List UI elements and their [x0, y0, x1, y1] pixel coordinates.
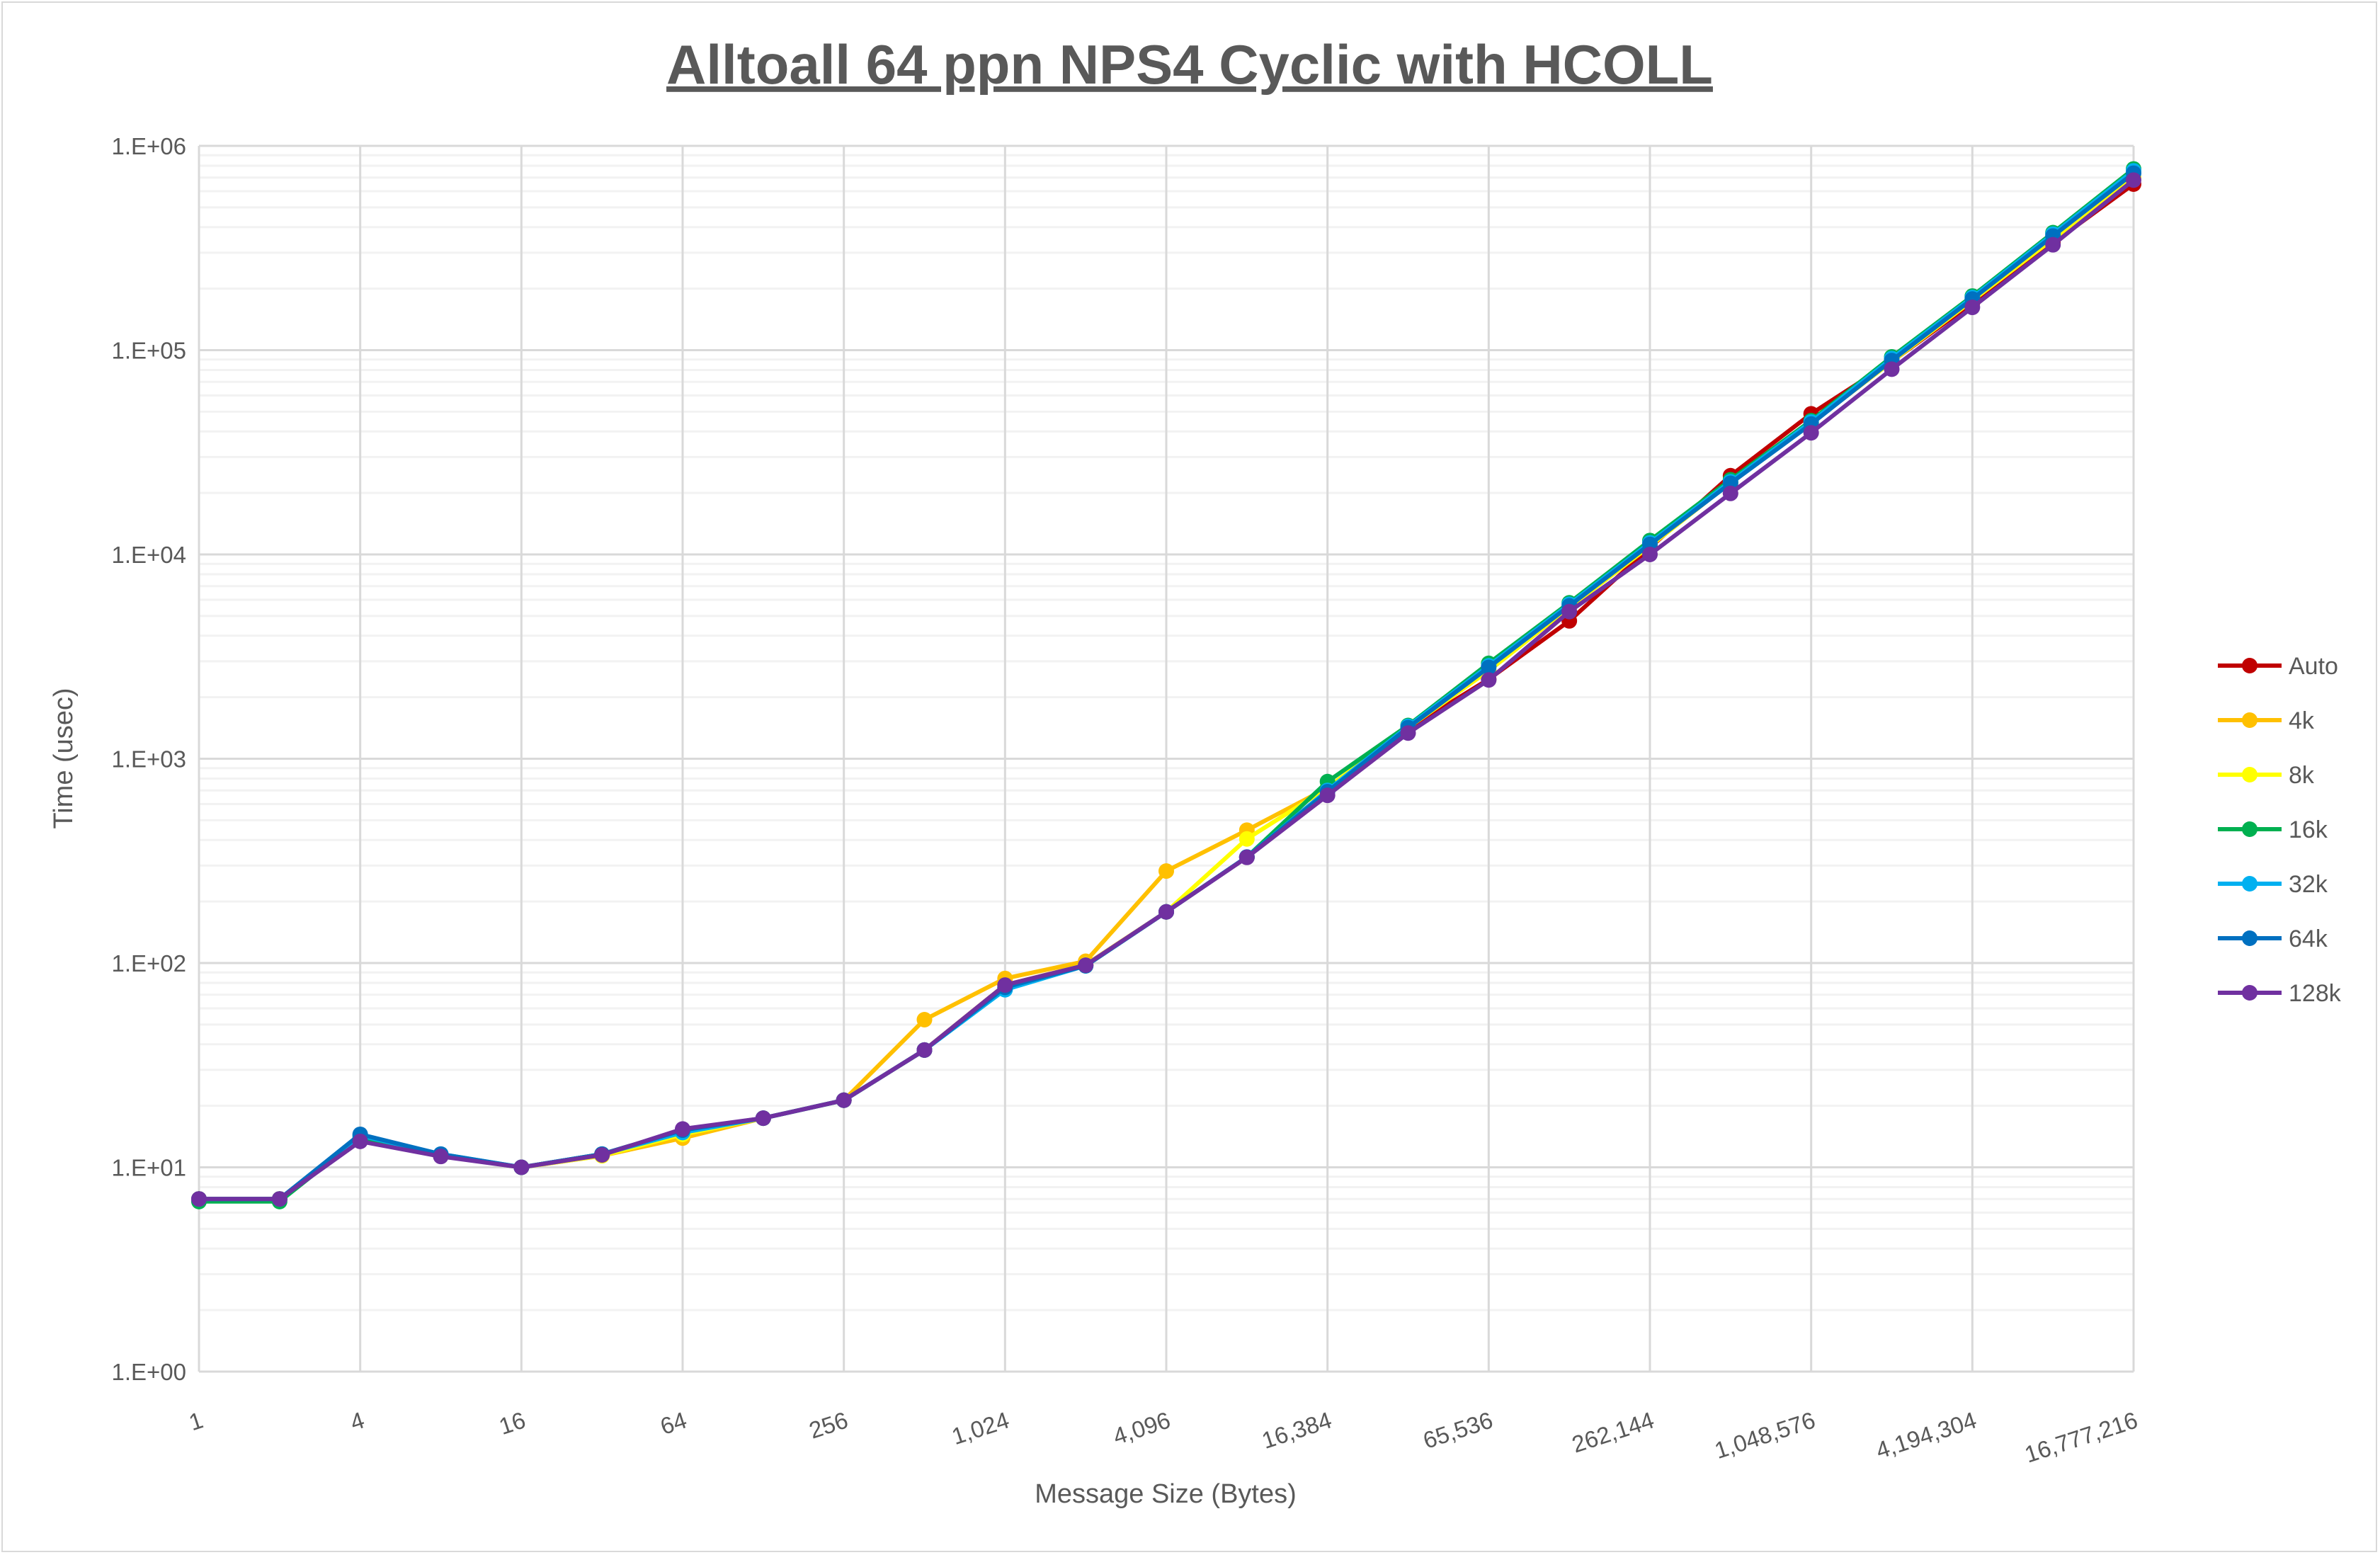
data-point — [433, 1149, 449, 1165]
data-point — [2045, 237, 2061, 253]
legend-label: 32k — [2289, 871, 2328, 898]
data-point — [1239, 849, 1255, 865]
legend-label: 128k — [2289, 980, 2342, 1007]
legend-label: 4k — [2289, 707, 2315, 734]
legend-label: 64k — [2289, 925, 2328, 952]
legend-item-64k: 64k — [2218, 925, 2328, 952]
data-point — [916, 1042, 933, 1058]
data-point — [594, 1146, 610, 1163]
x-tick-label: 1,048,576 — [1712, 1406, 1818, 1464]
x-tick-label: 4 — [347, 1406, 368, 1435]
x-tick-label: 65,536 — [1420, 1406, 1496, 1453]
y-tick-label: 1.E+00 — [111, 1359, 186, 1385]
x-tick-label: 262,144 — [1568, 1406, 1657, 1457]
y-tick-label: 1.E+02 — [111, 950, 186, 976]
x-tick-label: 16 — [496, 1406, 528, 1440]
y-tick-label: 1.E+01 — [111, 1155, 186, 1181]
data-point — [916, 1012, 933, 1028]
x-tick-label: 16,777,216 — [2022, 1406, 2141, 1467]
data-point — [1158, 904, 1174, 920]
x-tick-label: 4,194,304 — [1872, 1406, 1979, 1464]
data-point — [1642, 547, 1658, 562]
legend: Auto 4k 8k 16k 32k 64k 128k — [2218, 653, 2342, 1007]
legend-item-128k: 128k — [2218, 980, 2342, 1007]
data-point — [836, 1092, 852, 1108]
data-point — [2126, 172, 2141, 188]
gridlines — [198, 144, 2135, 1373]
data-point — [1803, 425, 1819, 441]
legend-item-4k: 4k — [2218, 707, 2315, 734]
data-point — [191, 1191, 207, 1207]
data-point — [1481, 659, 1497, 676]
x-tick-label: 64 — [657, 1406, 690, 1440]
legend-swatch-marker — [2242, 876, 2257, 892]
data-point — [1400, 725, 1416, 741]
x-tick-label: 16,384 — [1258, 1406, 1334, 1453]
chart-title: Alltoall 64 ppn NPS4 Cyclic with HCOLL — [666, 33, 1713, 96]
data-point — [1239, 831, 1255, 847]
series-128k — [191, 172, 2141, 1207]
y-tick-label: 1.E+05 — [111, 338, 186, 364]
legend-label: Auto — [2289, 653, 2338, 680]
data-point — [513, 1159, 530, 1175]
data-point — [997, 977, 1013, 993]
legend-item-auto: Auto — [2218, 653, 2338, 680]
x-axis-ticks: 1 4 16 64 256 1,024 4,096 16,384 65,536 262,144 1,… — [186, 1406, 2141, 1467]
data-point — [755, 1110, 771, 1127]
legend-swatch-marker — [2242, 767, 2257, 782]
y-tick-label: 1.E+03 — [111, 746, 186, 773]
legend-swatch-marker — [2242, 821, 2257, 837]
x-tick-label: 1 — [186, 1406, 206, 1435]
legend-label: 8k — [2289, 762, 2315, 789]
x-tick-label: 4,096 — [1110, 1406, 1173, 1449]
x-axis-title: Message Size (Bytes) — [1035, 1479, 1297, 1509]
legend-item-8k: 8k — [2218, 762, 2315, 789]
y-axis-ticks: 1.E+00 1.E+01 1.E+02 1.E+03 1.E+04 1.E+05 1.E+… — [111, 133, 186, 1385]
legend-swatch-marker — [2242, 930, 2257, 946]
data-point — [271, 1191, 287, 1207]
data-point — [1884, 361, 1900, 377]
data-point — [352, 1133, 368, 1149]
data-point — [1561, 603, 1578, 620]
y-tick-label: 1.E+06 — [111, 133, 186, 159]
y-tick-label: 1.E+04 — [111, 542, 186, 568]
data-point — [1158, 863, 1174, 879]
data-point — [675, 1121, 690, 1137]
x-tick-label: 1,024 — [949, 1406, 1013, 1449]
legend-label: 16k — [2289, 816, 2328, 843]
legend-item-16k: 16k — [2218, 816, 2328, 843]
legend-swatch-marker — [2242, 985, 2257, 1001]
data-point — [1722, 485, 1738, 501]
data-point — [1964, 300, 1981, 316]
data-point — [1481, 672, 1497, 688]
data-point — [1319, 787, 1336, 804]
legend-item-32k: 32k — [2218, 871, 2328, 898]
y-axis-title: Time (usec) — [49, 688, 79, 828]
legend-swatch-marker — [2242, 658, 2257, 673]
series-lines — [191, 161, 2141, 1209]
legend-swatch-marker — [2242, 712, 2257, 728]
x-tick-label: 256 — [806, 1406, 851, 1443]
data-point — [1078, 957, 1094, 974]
